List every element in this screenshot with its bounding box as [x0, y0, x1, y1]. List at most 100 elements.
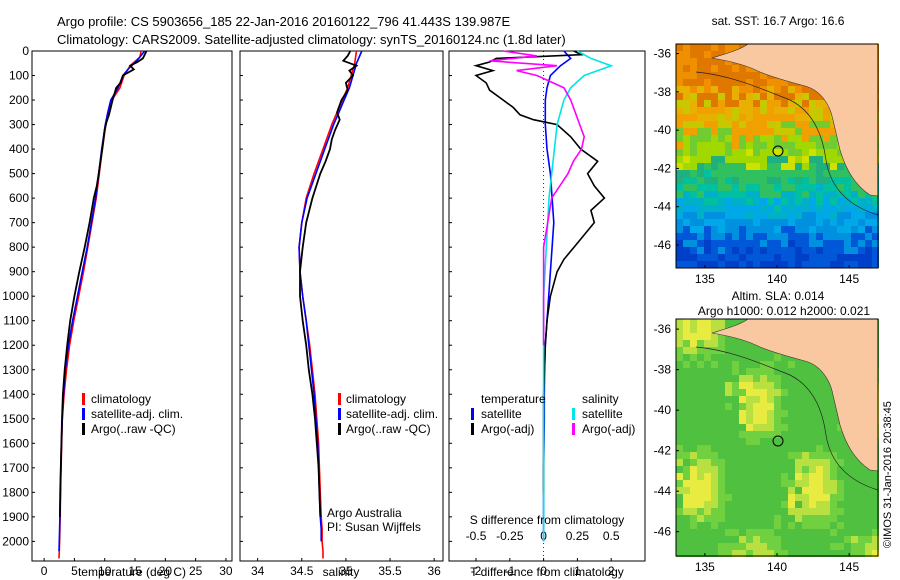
map-cell: [795, 410, 802, 417]
map-cell: [753, 86, 760, 93]
map-cell: [753, 93, 760, 100]
map-cell: [774, 184, 781, 191]
map-cell: [746, 410, 753, 417]
map-cell: [781, 156, 788, 163]
map-cell: [760, 226, 767, 233]
map-cell: [802, 403, 809, 410]
map-cell: [732, 382, 739, 389]
map-cell: [711, 501, 718, 508]
map-cell: [725, 396, 732, 403]
map-cell: [781, 431, 788, 438]
map-cell: [788, 508, 795, 515]
map-cell: [739, 494, 746, 501]
map-cell: [753, 382, 760, 389]
map-cell: [690, 254, 697, 261]
map-cell: [753, 198, 760, 205]
map-cell: [711, 135, 718, 142]
map-cell: [683, 149, 690, 156]
map-cell: [683, 494, 690, 501]
map-y-tick-label: -44: [654, 200, 672, 214]
map-cell: [802, 149, 809, 156]
map-cell: [676, 417, 683, 424]
map-cell: [788, 543, 795, 550]
map-cell: [774, 403, 781, 410]
map-cell: [767, 361, 774, 368]
map-cell: [795, 459, 802, 466]
map-cell: [781, 368, 788, 375]
map-cell: [739, 233, 746, 240]
map-cell: [732, 247, 739, 254]
sst-map: 135 140 145-36-38-40-42-44-46: [654, 43, 879, 286]
map-cell: [830, 543, 837, 550]
map-cell: [718, 198, 725, 205]
map-cell: [732, 319, 739, 326]
map-cell: [690, 487, 697, 494]
map-cell: [690, 501, 697, 508]
map-cell: [760, 459, 767, 466]
map-cell: [802, 466, 809, 473]
map-cell: [753, 522, 760, 529]
map-cell: [823, 529, 830, 536]
map-cell: [816, 543, 823, 550]
map-cell: [865, 515, 872, 522]
x-tick-label: 34.5: [290, 564, 314, 578]
map-cell: [760, 156, 767, 163]
map-cell: [739, 417, 746, 424]
map-cell: [781, 93, 788, 100]
map-cell: [711, 198, 718, 205]
map-cell: [718, 205, 725, 212]
map-cell: [704, 361, 711, 368]
map-cell: [837, 163, 844, 170]
map-cell: [760, 473, 767, 480]
map-cell: [676, 177, 683, 184]
map-cell: [732, 515, 739, 522]
map-cell: [676, 473, 683, 480]
map-cell: [788, 522, 795, 529]
map-cell: [732, 508, 739, 515]
map-cell: [851, 205, 858, 212]
map-cell: [823, 473, 830, 480]
map-cell: [844, 508, 851, 515]
map-cell: [690, 198, 697, 205]
map-cell: [809, 508, 816, 515]
map-cell: [683, 522, 690, 529]
map-cell: [858, 261, 865, 268]
map-cell: [781, 361, 788, 368]
map-cell: [725, 508, 732, 515]
map-cell: [774, 219, 781, 226]
map-cell: [774, 107, 781, 114]
map-cell: [865, 212, 872, 219]
map-cell: [697, 100, 704, 107]
map-cell: [683, 163, 690, 170]
map-cell: [767, 205, 774, 212]
map-cell: [844, 522, 851, 529]
map-cell: [753, 191, 760, 198]
map-cell: [711, 226, 718, 233]
salinity-legend: climatology satellite-adj. clim. Argo(..…: [338, 392, 438, 436]
map-cell: [858, 515, 865, 522]
map-cell: [697, 198, 704, 205]
map-cell: [767, 184, 774, 191]
map-cell: [816, 128, 823, 135]
map-cell: [802, 515, 809, 522]
map-cell: [760, 536, 767, 543]
map-cell: [697, 431, 704, 438]
map-cell: [746, 536, 753, 543]
map-cell: [760, 487, 767, 494]
map-cell: [690, 326, 697, 333]
map-cell: [732, 389, 739, 396]
map-cell: [711, 466, 718, 473]
map-cell: [718, 184, 725, 191]
t-diff-label: T difference from climatology: [470, 565, 624, 579]
map-cell: [767, 396, 774, 403]
map-cell: [725, 361, 732, 368]
map-cell: [732, 445, 739, 452]
map-cell: [823, 536, 830, 543]
map-cell: [767, 494, 774, 501]
map-cell: [732, 198, 739, 205]
map-cell: [753, 128, 760, 135]
map-cell: [732, 44, 739, 51]
map-cell: [704, 424, 711, 431]
map-cell: [746, 177, 753, 184]
map-cell: [816, 473, 823, 480]
